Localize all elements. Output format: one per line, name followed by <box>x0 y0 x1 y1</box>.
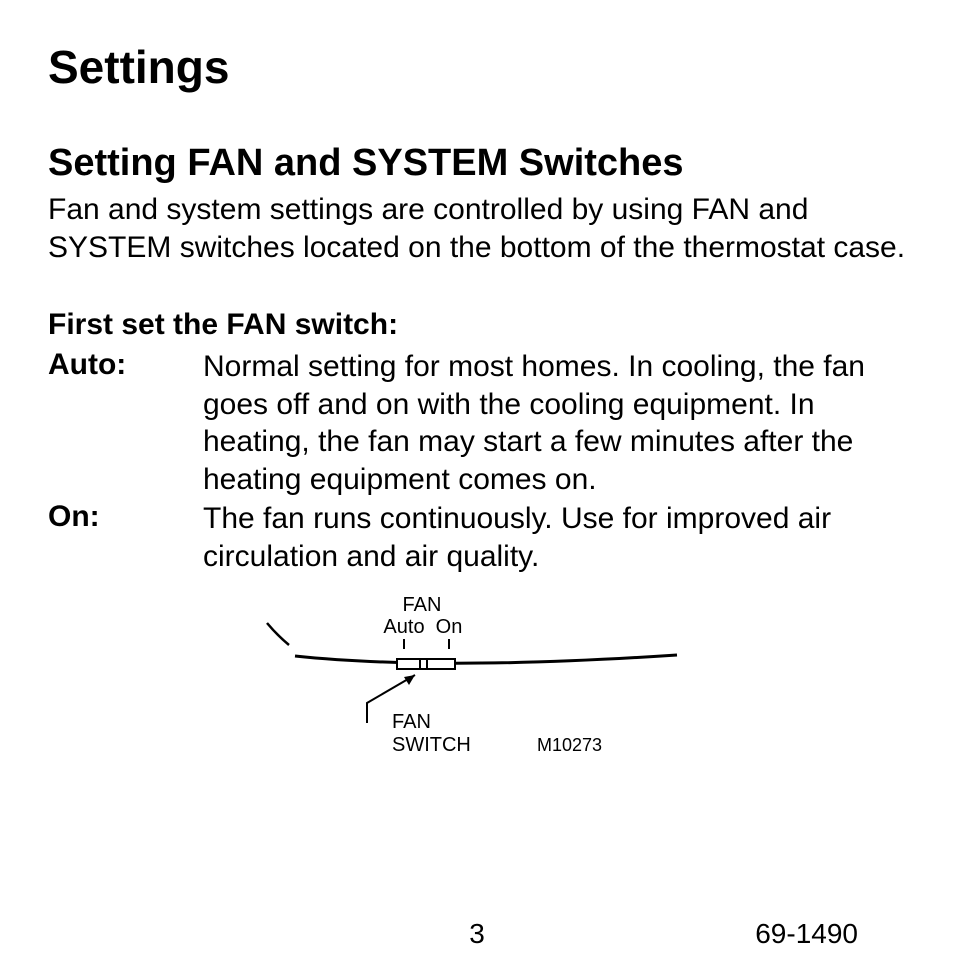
diagram-edge-left <box>267 623 289 645</box>
definition-row: On: The fan runs continuously. Use for i… <box>48 500 906 575</box>
definition-term-on: On: <box>48 500 203 534</box>
diagram-auto-label: Auto <box>383 616 424 638</box>
diagram-fan-label: FAN <box>403 594 442 616</box>
definition-term-auto: Auto: <box>48 348 203 382</box>
fan-switch-diagram: FAN Auto On FAN SWITCH M10273 <box>257 593 697 773</box>
definition-desc-on: The fan runs continuously. Use for impro… <box>203 500 906 575</box>
document-number: 69-1490 <box>755 918 858 950</box>
diagram-on-label: On <box>436 616 463 638</box>
diagram-callout-line1: FAN <box>392 711 431 733</box>
section-subtitle: Setting FAN and SYSTEM Switches <box>48 142 906 185</box>
diagram-container: FAN Auto On FAN SWITCH M10273 <box>48 593 906 778</box>
instruction-heading: First set the FAN switch: <box>48 308 906 342</box>
page-number: 3 <box>469 918 485 950</box>
intro-paragraph: Fan and system settings are controlled b… <box>48 191 906 266</box>
page-title: Settings <box>48 40 906 94</box>
diagram-edge-main <box>295 655 677 663</box>
diagram-figure-id: M10273 <box>537 735 602 755</box>
definition-row: Auto: Normal setting for most homes. In … <box>48 348 906 498</box>
diagram-callout-line2: SWITCH <box>392 734 471 756</box>
definition-desc-auto: Normal setting for most homes. In coolin… <box>203 348 906 498</box>
